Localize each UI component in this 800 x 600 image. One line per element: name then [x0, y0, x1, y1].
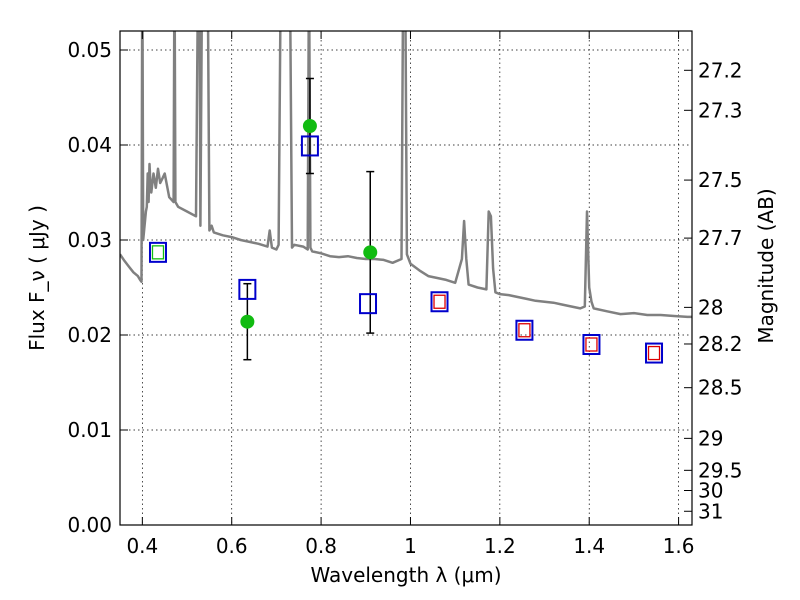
model-square [148, 241, 167, 263]
model-square [515, 319, 534, 341]
magnitude-tick-label: 27.2 [698, 58, 743, 82]
magnitude-tick-label: 28.5 [698, 376, 743, 400]
model-square [300, 135, 319, 157]
observed-point [302, 119, 317, 133]
y-tick-label: 0.04 [67, 133, 112, 157]
magnitude-tick-label: 28 [698, 295, 723, 319]
spectrum-line [120, 31, 692, 319]
x-tick-label: 1.6 [663, 534, 695, 558]
x-tick-label: 0.6 [216, 534, 248, 558]
y-tick-label: 0.03 [67, 228, 112, 252]
y-tick-label: 0.01 [67, 418, 112, 442]
model-square [359, 293, 378, 315]
x-tick-label: 1.2 [484, 534, 516, 558]
magnitude-tick-label: 29 [698, 426, 723, 450]
photometry-points [148, 77, 664, 364]
axis-ticks: 0.4 0.6 0.8 1 1.2 1.4 1.6 0.00 0.01 0.02 0.03 0.04 0… [67, 31, 743, 558]
plot-frame [119, 30, 693, 526]
x-axis-label: Wavelength λ (μm) [310, 563, 501, 587]
observed-point [240, 314, 255, 329]
model-square [430, 291, 449, 313]
magnitude-tick-label: 27.5 [698, 168, 743, 192]
x-tick-label: 0.4 [126, 534, 158, 558]
model-inner-square [518, 323, 531, 338]
magnitude-tick-label: 31 [698, 499, 723, 523]
magnitude-tick-label: 29.5 [698, 458, 743, 482]
y-tick-label: 0.05 [67, 38, 112, 62]
magnitude-tick-label: 28.2 [698, 332, 743, 356]
model-inner-square [647, 345, 661, 361]
y-tick-label: 0.02 [67, 323, 112, 347]
y-axis-right-label: Magnitude (AB) [754, 188, 778, 343]
magnitude-tick-label: 30 [698, 479, 723, 503]
magnitude-tick-label: 27.3 [698, 98, 743, 122]
x-tick-label: 0.8 [305, 534, 337, 558]
model-square [582, 334, 601, 355]
magnitude-tick-label: 27.7 [698, 226, 743, 250]
model-inner-square [433, 294, 446, 309]
y-axis-label: Flux F_ν ( μJy ) [25, 205, 49, 351]
model-square [238, 278, 257, 300]
x-tick-label: 1.4 [573, 534, 605, 558]
model-inner-square [585, 337, 598, 352]
model-inner-square [151, 245, 165, 260]
y-tick-label: 0.00 [67, 513, 112, 537]
observed-point [363, 245, 378, 260]
x-tick-label: 1 [404, 534, 417, 558]
model-spectrum [120, 31, 692, 319]
model-square [645, 342, 664, 364]
